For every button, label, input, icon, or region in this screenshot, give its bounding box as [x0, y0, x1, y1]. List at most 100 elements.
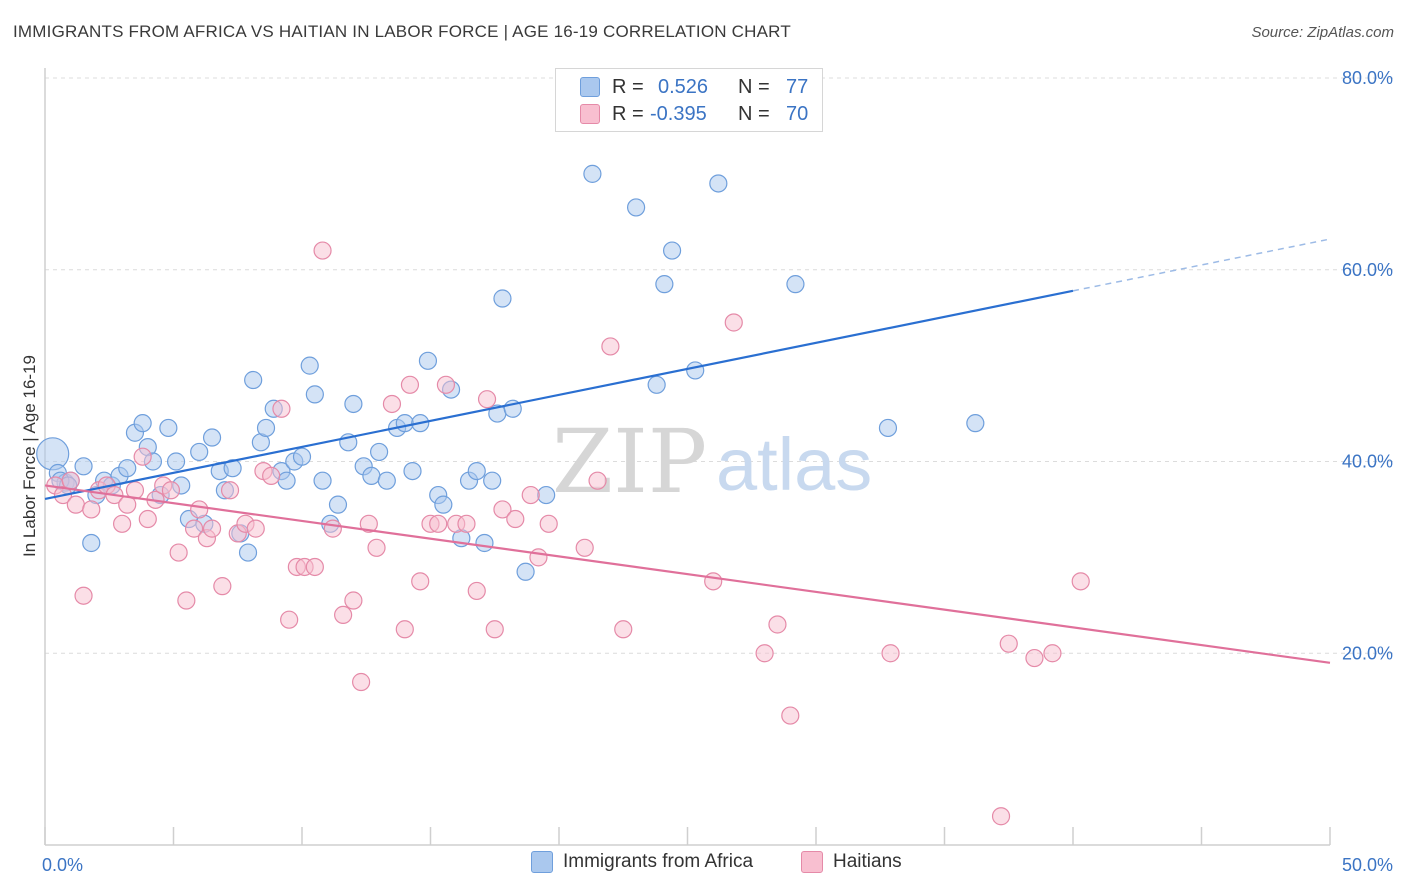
trend-extension-africa	[1072, 238, 1331, 292]
point-haitians	[411, 572, 430, 591]
point-africa	[370, 442, 389, 462]
point-haitians	[724, 313, 743, 332]
point-haitians	[112, 514, 132, 533]
point-haitians	[467, 581, 486, 601]
point-haitians	[436, 375, 456, 394]
point-africa	[966, 414, 985, 433]
point-africa	[305, 385, 324, 404]
series-swatch-haitians	[801, 851, 823, 873]
point-africa	[516, 562, 535, 581]
point-africa	[467, 461, 486, 481]
point-haitians	[1071, 572, 1090, 591]
point-africa	[166, 452, 186, 471]
point-haitians	[359, 514, 378, 533]
point-haitians	[400, 375, 420, 394]
data-points	[36, 164, 1090, 826]
point-haitians	[367, 538, 386, 557]
series-legend-haitians[interactable]: Haitians	[801, 851, 902, 873]
point-haitians	[246, 519, 265, 538]
point-africa	[786, 275, 805, 294]
legend-swatch-haitians	[580, 104, 600, 124]
point-africa	[483, 471, 502, 490]
point-haitians	[280, 610, 299, 629]
x-tick-label: 0.0%	[42, 855, 83, 875]
point-haitians	[429, 514, 448, 533]
point-haitians	[768, 615, 787, 634]
point-africa	[686, 361, 705, 380]
y-tick-label: 80.0%	[1342, 68, 1393, 88]
watermark-zip: ZIP	[552, 410, 707, 513]
point-haitians	[506, 509, 525, 529]
point-haitians	[493, 500, 512, 519]
point-africa	[362, 466, 381, 485]
point-africa	[475, 533, 494, 553]
series-label-haitians: Haitians	[833, 851, 902, 872]
point-africa	[647, 375, 666, 394]
point-africa	[626, 198, 646, 217]
point-haitians	[704, 572, 723, 591]
point-africa	[277, 471, 296, 490]
point-haitians	[575, 538, 594, 557]
point-africa	[328, 495, 348, 514]
point-haitians	[999, 634, 1018, 653]
point-africa	[395, 414, 414, 433]
point-haitians	[323, 519, 342, 538]
series-swatch-africa	[531, 851, 553, 873]
point-haitians	[177, 591, 196, 610]
point-africa	[434, 495, 453, 514]
point-haitians	[529, 548, 548, 567]
n-value-haitians: 70	[786, 102, 809, 125]
point-africa	[256, 418, 276, 438]
y-axis-title: In Labor Force | Age 16-19	[20, 355, 39, 557]
point-haitians	[382, 394, 402, 414]
point-haitians	[614, 620, 633, 639]
point-haitians	[161, 481, 181, 500]
point-haitians	[881, 644, 900, 663]
point-haitians	[66, 495, 85, 514]
point-haitians	[539, 514, 558, 533]
r-label: R =	[612, 102, 644, 125]
point-haitians	[521, 485, 540, 505]
point-africa	[133, 414, 152, 433]
point-haitians	[190, 500, 209, 519]
point-haitians	[313, 241, 332, 260]
n-label: N =	[738, 102, 770, 125]
point-haitians	[262, 466, 281, 485]
source-credit: Source: ZipAtlas.com	[1251, 24, 1394, 41]
series-legend-africa[interactable]: Immigrants from Africa	[531, 851, 753, 873]
point-africa	[418, 351, 438, 370]
point-haitians	[991, 807, 1011, 826]
tick-labels: 20.0% 40.0% 60.0% 80.0% 0.0% 50.0%	[42, 68, 1393, 875]
point-haitians	[202, 519, 222, 538]
point-haitians	[133, 447, 152, 466]
series-legend: Immigrants from Africa Haitians	[0, 851, 1406, 879]
point-haitians	[457, 514, 476, 533]
r-value-africa: 0.526	[658, 75, 709, 98]
y-tick-label: 20.0%	[1342, 643, 1393, 663]
chart-title: IMMIGRANTS FROM AFRICA VS HAITIAN IN LAB…	[13, 22, 791, 41]
point-africa	[313, 471, 332, 490]
point-africa	[190, 442, 209, 462]
legend-swatch-africa	[580, 77, 600, 97]
point-africa	[537, 485, 556, 505]
point-haitians	[781, 706, 800, 725]
n-value-africa: 77	[786, 75, 809, 98]
point-africa	[118, 459, 137, 478]
point-africa	[36, 437, 70, 471]
y-tick-label: 60.0%	[1342, 260, 1393, 280]
watermark-atlas: atlas	[716, 423, 872, 506]
y-tick-label: 40.0%	[1342, 452, 1393, 472]
trend-line-haitians	[44, 484, 1331, 664]
point-africa	[377, 471, 396, 490]
point-africa	[159, 418, 178, 438]
point-africa	[223, 459, 242, 478]
point-africa	[292, 447, 312, 466]
point-haitians	[485, 620, 504, 639]
correlation-legend: R = 0.526 N = 77 R = -0.395 N = 70	[555, 68, 823, 132]
n-label: N =	[738, 75, 770, 98]
point-haitians	[169, 543, 188, 562]
legend-row-haitians: R = -0.395 N = 70	[556, 100, 808, 128]
point-africa	[655, 275, 674, 294]
point-haitians	[1025, 648, 1044, 668]
